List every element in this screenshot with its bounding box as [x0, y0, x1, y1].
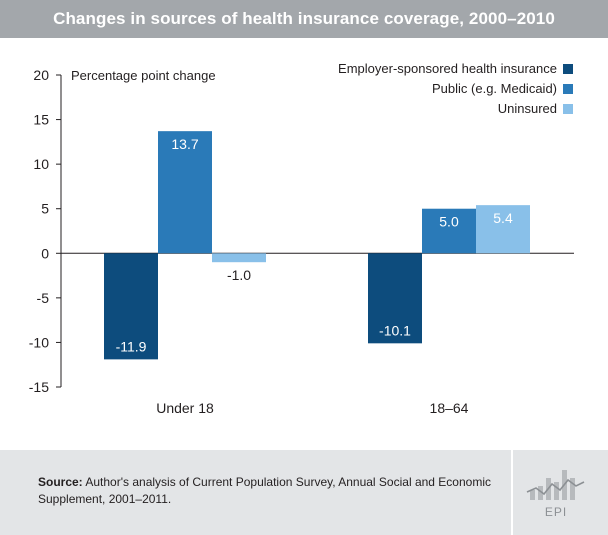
data-label: -10.1	[379, 322, 411, 338]
x-category-label: Under 18	[156, 400, 214, 416]
bar	[476, 205, 530, 254]
y-tick-label: 5	[41, 201, 49, 217]
y-tick-label: -15	[29, 379, 49, 395]
title-bar: Changes in sources of health insurance c…	[0, 0, 608, 38]
y-tick-label: 10	[33, 156, 49, 172]
y-tick-label: 0	[41, 245, 49, 261]
legend-label: Uninsured	[498, 101, 557, 116]
data-label-layer: -11.9 13.7 -1.0 Under 18 -10.1 5.0 5.4 18–64	[116, 136, 513, 416]
footer-divider	[511, 450, 513, 535]
epi-logo-text: EPI	[544, 505, 568, 519]
data-label: -1.0	[227, 267, 251, 283]
bar	[158, 131, 212, 254]
source-label: Source:	[38, 475, 83, 489]
legend-swatch	[563, 84, 573, 94]
source-footer: Source: Author's analysis of Current Pop…	[0, 450, 608, 535]
y-axis-title: Percentage point change	[71, 68, 216, 83]
epi-logo: EPI	[524, 464, 588, 524]
bar-layer	[104, 131, 530, 360]
data-label: 5.0	[439, 214, 459, 230]
bar	[212, 253, 266, 263]
data-label: 5.4	[493, 210, 513, 226]
y-tick-label: 20	[33, 67, 49, 83]
y-tick-label: -5	[37, 290, 50, 306]
source-note: Source: Author's analysis of Current Pop…	[38, 474, 498, 508]
source-text: Author's analysis of Current Population …	[38, 475, 491, 506]
chart-title: Changes in sources of health insurance c…	[53, 9, 555, 28]
epi-logo-icon	[526, 470, 585, 500]
bar	[104, 253, 158, 360]
chart-area: 20 15 10 5 0 -5 -10 -15 Percentage point change …	[0, 38, 608, 450]
legend-swatch	[563, 64, 573, 74]
data-label: -11.9	[116, 338, 147, 354]
y-tick-label: 15	[33, 112, 49, 128]
y-tick-label: -10	[29, 334, 49, 350]
legend-swatch	[563, 104, 573, 114]
legend: Employer-sponsored health insurance Publi…	[338, 61, 573, 116]
bar	[368, 253, 422, 344]
data-label: 13.7	[171, 136, 198, 152]
bar	[422, 208, 476, 254]
legend-label: Employer-sponsored health insurance	[338, 61, 557, 76]
x-category-label: 18–64	[430, 400, 469, 416]
legend-label: Public (e.g. Medicaid)	[432, 81, 557, 96]
